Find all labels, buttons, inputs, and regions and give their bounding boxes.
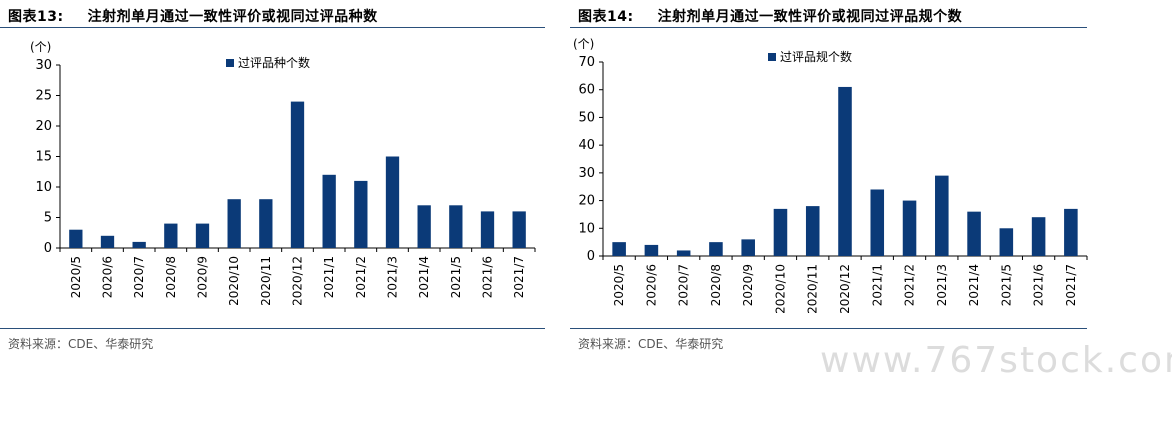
chart-panel-right: 图表14: 注射剂单月通过一致性评价或视同过评品规个数 (个) 0 10 20 30 40 5…: [570, 0, 1090, 360]
bar: [195, 223, 210, 248]
bar: [480, 211, 495, 248]
bar: [935, 175, 949, 256]
y-tick-label: 50: [578, 110, 595, 125]
y-tick-label: 20: [35, 119, 52, 134]
x-tick-label: 2021/4: [967, 264, 981, 306]
bar: [69, 229, 83, 248]
bar: [132, 241, 146, 248]
x-tick-label: 2021/7: [512, 256, 526, 298]
bar: [999, 228, 1014, 256]
bar: [227, 199, 241, 248]
x-tick-label: 2021/3: [935, 264, 949, 306]
bar: [417, 205, 431, 248]
y-tick-label: 15: [35, 150, 52, 165]
x-tick-label: 2020/11: [259, 256, 273, 306]
x-tick-label: 2021/5: [999, 264, 1013, 306]
bar: [805, 206, 820, 256]
y-tick-label: 20: [578, 194, 595, 209]
source-note: 资料来源：CDE、华泰研究: [578, 337, 724, 351]
x-tick-label: 2020/10: [773, 264, 787, 314]
bar: [709, 242, 723, 256]
bar: [512, 211, 526, 248]
x-tick-label: 2020/7: [677, 264, 691, 306]
y-tick-label: 0: [587, 249, 595, 264]
watermark: www.767stock.com: [820, 340, 1172, 381]
x-tick-label: 2020/5: [69, 256, 83, 298]
bar: [676, 250, 691, 256]
figure-title: 注射剂单月通过一致性评价或视同过评品种数: [87, 9, 378, 25]
y-tick-label: 25: [35, 89, 52, 104]
y-tick-label: 60: [578, 83, 595, 98]
legend-label: 过评品规个数: [780, 49, 852, 64]
bar: [385, 156, 400, 248]
bar: [967, 211, 981, 256]
chart-panel-left: 图表13: 注射剂单月通过一致性评价或视同过评品种数 (个) 0 5 10 15 20 25 3…: [0, 0, 545, 360]
bar-chart: (个) 0 5 10 15 20 25 30 2020/5 2020/6 2020/7 2020/8 2…: [30, 40, 536, 306]
x-tick-label: 2020/7: [132, 256, 146, 298]
x-tick-label: 2021/6: [1032, 264, 1046, 306]
bar: [449, 205, 463, 248]
bar: [354, 180, 368, 248]
title-rule: [570, 27, 1087, 28]
bar: [1064, 208, 1078, 256]
x-tick-label: 2021/1: [322, 256, 336, 298]
bar: [1031, 217, 1046, 256]
y-tick-label: 10: [578, 221, 595, 236]
x-tick-label: 2021/2: [354, 256, 368, 298]
y-tick-label: 30: [35, 58, 52, 73]
x-tick-label: 2020/9: [196, 256, 210, 298]
y-unit-label: (个): [573, 37, 594, 51]
title-rule: [0, 27, 545, 28]
source-rule: [0, 328, 545, 329]
source-rule: [570, 328, 1087, 329]
x-tick-label: 2021/3: [386, 256, 400, 298]
y-unit-label: (个): [30, 40, 51, 54]
figure-title: 注射剂单月通过一致性评价或视同过评品规个数: [657, 9, 963, 25]
x-tick-label: 2020/8: [709, 264, 723, 306]
bar: [322, 174, 336, 248]
x-tick-label: 2020/9: [741, 264, 755, 306]
chart-title: 图表13: 注射剂单月通过一致性评价或视同过评品种数: [8, 6, 378, 26]
bar: [290, 101, 305, 248]
legend-label: 过评品种个数: [238, 55, 310, 70]
source-note: 资料来源：CDE、华泰研究: [8, 337, 154, 351]
x-tick-label: 2020/11: [806, 264, 820, 314]
bar: [644, 244, 659, 256]
y-tick-label: 40: [578, 138, 595, 153]
bar: [870, 189, 885, 256]
chart-title: 图表14: 注射剂单月通过一致性评价或视同过评品规个数: [578, 6, 962, 26]
bar-chart: (个) 0 10 20 30 40 50 60 70 2020/5 2020/6 2020/7 2020…: [573, 37, 1088, 314]
y-tick-label: 30: [578, 166, 595, 181]
x-tick-label: 2021/1: [870, 264, 884, 306]
bar: [838, 86, 852, 256]
legend-swatch: [768, 53, 776, 61]
x-tick-label: 2021/4: [417, 256, 431, 298]
x-tick-label: 2021/2: [903, 264, 917, 306]
y-tick-label: 10: [35, 180, 52, 195]
x-tick-label: 2021/5: [449, 256, 463, 298]
legend-swatch: [226, 59, 234, 67]
x-tick-label: 2020/12: [838, 264, 852, 314]
figure-label: 图表13:: [8, 9, 64, 25]
x-tick-label: 2021/6: [481, 256, 495, 298]
bar: [902, 200, 917, 256]
x-tick-label: 2020/12: [291, 256, 305, 306]
bar: [259, 199, 273, 248]
x-tick-label: 2020/5: [612, 264, 626, 306]
y-tick-label: 0: [44, 241, 52, 256]
y-tick-label: 70: [578, 55, 595, 70]
x-tick-label: 2020/10: [227, 256, 241, 306]
bar: [100, 235, 115, 248]
x-tick-label: 2020/8: [164, 256, 178, 298]
y-tick-label: 5: [44, 211, 52, 226]
x-tick-label: 2020/6: [644, 264, 658, 306]
x-tick-label: 2020/6: [101, 256, 115, 298]
x-tick-label: 2021/7: [1064, 264, 1078, 306]
bar: [612, 242, 626, 256]
bar: [164, 223, 178, 248]
bar: [773, 208, 788, 256]
figure-label: 图表14:: [578, 9, 634, 25]
bar: [741, 239, 755, 256]
